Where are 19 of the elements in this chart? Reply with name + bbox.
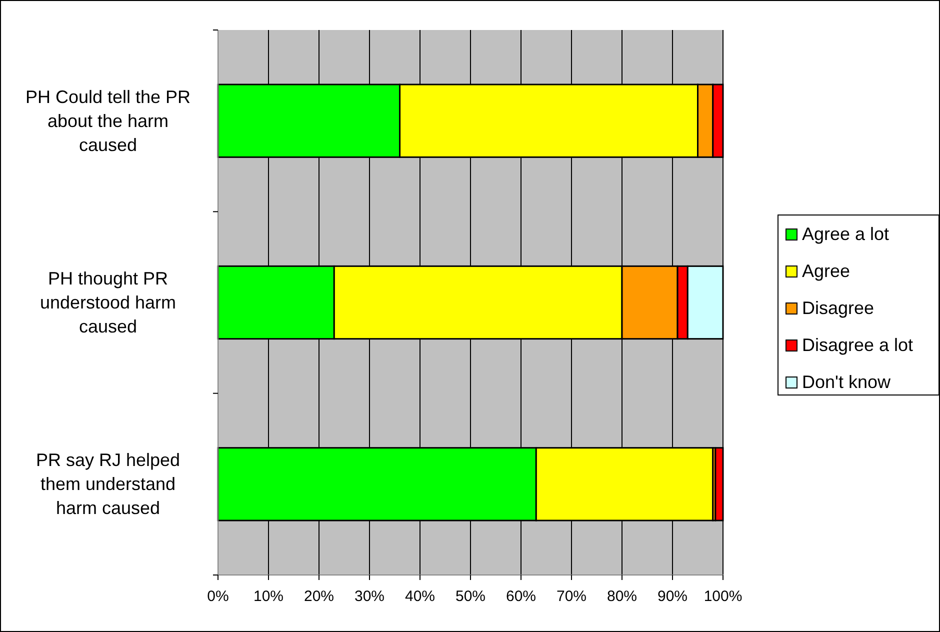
x-tick-label: 100% [704, 588, 742, 605]
y-tick-label: PH Could tell the PR about the harm caused [25, 86, 191, 155]
y-tick-label: PR say RJ helped them understand harm caused [36, 450, 180, 518]
x-tick-label: 50% [455, 588, 486, 605]
legend-label: Disagree [802, 298, 874, 318]
x-tick-label: 0% [207, 588, 229, 605]
legend-label: Agree a lot [802, 224, 890, 244]
legend-label: Don't know [802, 372, 892, 392]
x-tick-label: 10% [253, 588, 284, 605]
y-tick-label: PH thought PR understood harm caused [40, 268, 176, 336]
x-tick-label: 30% [354, 588, 385, 605]
legend-label: Disagree a lot [802, 335, 914, 355]
x-tick-label: 20% [304, 588, 334, 605]
legend-label: Agree [802, 261, 850, 281]
x-tick-label: 60% [506, 588, 536, 605]
x-tick-label: 40% [404, 588, 436, 605]
x-tick-label: 80% [606, 588, 638, 605]
x-tick-label: 70% [556, 588, 587, 605]
x-tick-label: 90% [657, 588, 688, 605]
